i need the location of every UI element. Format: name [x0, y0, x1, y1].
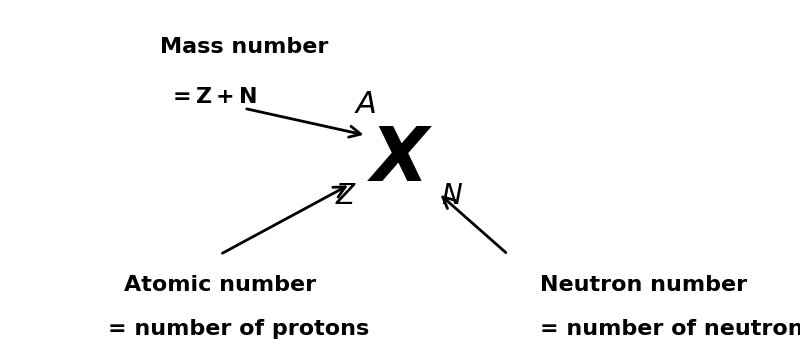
- Text: $\mathit{N}$: $\mathit{N}$: [441, 183, 463, 210]
- Text: Mass number: Mass number: [160, 37, 328, 57]
- Text: Atomic number: Atomic number: [124, 275, 316, 295]
- Text: $\mathit{A}$: $\mathit{A}$: [354, 89, 377, 120]
- Text: Neutron number: Neutron number: [540, 275, 747, 295]
- Text: = number of protons: = number of protons: [108, 318, 370, 339]
- Text: $\mathit{Z}$: $\mathit{Z}$: [334, 183, 357, 210]
- Text: = number of neutrons: = number of neutrons: [540, 318, 800, 339]
- Text: $\mathbf{= Z + N}$: $\mathbf{= Z + N}$: [168, 87, 258, 108]
- Text: $\boldsymbol{X}$: $\boldsymbol{X}$: [366, 125, 434, 197]
